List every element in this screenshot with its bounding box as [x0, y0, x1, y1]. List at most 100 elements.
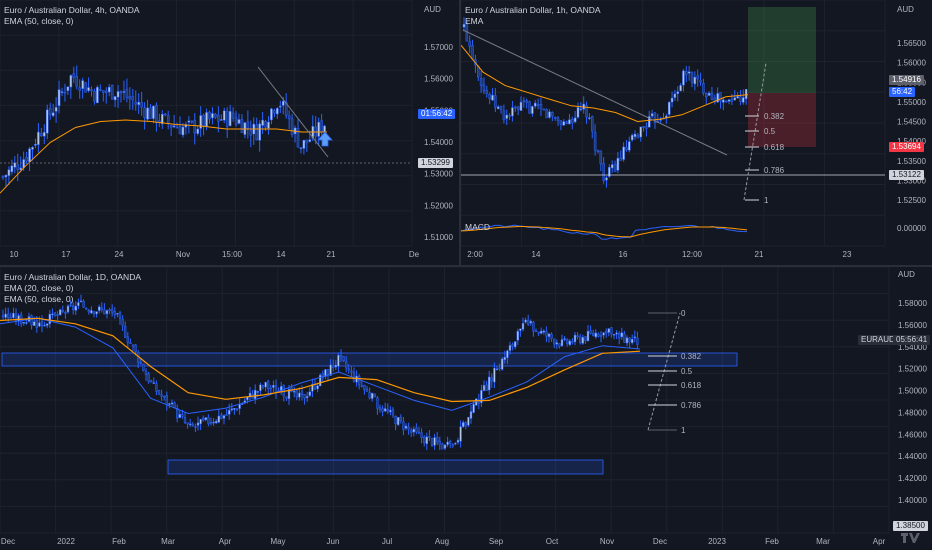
- candle-body: [128, 96, 132, 100]
- time-tick-label: 14: [277, 250, 286, 259]
- candle-body: [320, 120, 323, 133]
- candle-body: [591, 116, 594, 132]
- candle-body: [602, 163, 605, 181]
- price-tick-label: 1.50000: [898, 387, 927, 396]
- symbol-badge: EURAUD: [858, 335, 898, 345]
- chart-title: Euro / Australian Dollar, 1h, OANDA: [465, 5, 601, 15]
- pane-divider-vertical[interactable]: [459, 0, 461, 265]
- candle-body: [417, 431, 421, 434]
- ema50-line: [0, 119, 327, 194]
- candle-body: [90, 89, 93, 91]
- candle-body: [639, 126, 642, 138]
- candle-body: [339, 355, 343, 358]
- level-badge: 1.38500: [893, 521, 928, 531]
- chart-canvas-1h[interactable]: AUD1.565001.560001.555001.550001.545001.…: [461, 0, 932, 265]
- candle-body: [249, 130, 253, 136]
- candle-body: [100, 307, 103, 310]
- candle-body: [724, 100, 728, 103]
- candle-body: [430, 438, 434, 446]
- candle-body: [92, 311, 96, 315]
- pane-divider-horizontal[interactable]: [0, 265, 932, 267]
- candle-body: [152, 382, 155, 384]
- candle-body: [90, 310, 93, 314]
- candle-body: [126, 336, 129, 343]
- candle-body: [589, 330, 592, 334]
- fib-level-label: 0.786: [681, 401, 702, 410]
- chart-pane-1h[interactable]: AUD1.565001.560001.555001.550001.545001.…: [461, 0, 932, 265]
- candle-body: [196, 422, 200, 426]
- candle-body: [687, 71, 691, 74]
- candle-body: [25, 322, 28, 324]
- candle-body: [464, 422, 467, 426]
- ema50-line: [0, 317, 641, 403]
- candle-body: [303, 394, 306, 399]
- legend-1d: Euro / Australian Dollar, 1D, OANDA EMA …: [4, 272, 141, 305]
- candle-body: [628, 337, 631, 343]
- candle-body: [532, 321, 535, 332]
- candle-body: [79, 300, 83, 303]
- candle-body: [491, 94, 494, 101]
- candle-body: [233, 408, 236, 410]
- candle-body: [438, 440, 441, 445]
- chart-canvas-4h[interactable]: AUD1.570001.560001.550001.540001.530001.…: [0, 0, 459, 265]
- time-tick-label: Dec: [653, 537, 667, 546]
- candle-body: [273, 110, 276, 114]
- candle-body: [295, 390, 298, 398]
- time-tick-label: 2022: [57, 537, 75, 546]
- candle-body: [222, 415, 226, 419]
- candle-body: [542, 108, 546, 111]
- candle-body: [498, 367, 501, 369]
- chart-pane-1d[interactable]: AUD 1.58000 1.56000 1.54000 1.52000 1.50000 1.…: [0, 267, 932, 550]
- time-tick-label: Jul: [382, 537, 392, 546]
- time-tick-label: 21: [327, 250, 336, 259]
- chart-title: Euro / Australian Dollar, 1D, OANDA: [4, 272, 142, 282]
- candle-body: [607, 328, 610, 333]
- candle-body: [105, 310, 109, 315]
- candle-body: [296, 127, 300, 148]
- candle-body: [602, 332, 605, 336]
- candle-body: [84, 82, 87, 93]
- candle-body: [528, 101, 531, 114]
- candle-body: [163, 113, 167, 116]
- candle-body: [468, 41, 471, 47]
- candle-body: [85, 308, 88, 310]
- candle-body: [290, 118, 294, 135]
- legend-4h: Euro / Australian Dollar, 4h, OANDA EMA …: [4, 5, 140, 27]
- candle-body: [516, 106, 520, 110]
- chart-canvas-1d[interactable]: AUD 1.58000 1.56000 1.54000 1.52000 1.50000 1.…: [0, 267, 932, 550]
- candle-body: [225, 111, 229, 127]
- price-tick-label: 1.53000: [424, 170, 453, 179]
- candle-body: [622, 146, 625, 160]
- candle-body: [625, 337, 629, 344]
- candle-body: [623, 333, 626, 343]
- level-badge: 1.53299: [418, 158, 453, 168]
- candle-body: [625, 147, 628, 151]
- candle-body: [690, 72, 694, 83]
- candle-body: [178, 126, 182, 135]
- candle-body: [345, 361, 348, 369]
- candle-body: [576, 107, 580, 118]
- candle-body: [116, 313, 119, 315]
- candle-body: [560, 339, 564, 347]
- candle-body: [281, 101, 285, 106]
- time-tick-label: 21: [755, 250, 764, 259]
- candle-body: [404, 425, 408, 429]
- candle-body: [593, 131, 597, 151]
- price-badge: 1.54916: [889, 75, 924, 85]
- candle-body: [187, 120, 191, 123]
- candle-body: [599, 150, 603, 165]
- price-tick-label: 1.51000: [424, 233, 453, 242]
- candle-body: [722, 99, 725, 103]
- candle-body: [111, 309, 114, 313]
- candle-body: [140, 102, 143, 108]
- candle-body: [562, 121, 565, 126]
- candle-body: [48, 313, 51, 324]
- candle-body: [87, 309, 90, 313]
- candle-body: [636, 134, 640, 139]
- price-tick-label: 1.54000: [898, 343, 927, 352]
- time-tick-label: 10: [10, 250, 19, 259]
- candle-body: [693, 76, 697, 85]
- price-tick-label: 1.56000: [897, 59, 926, 68]
- chart-pane-4h[interactable]: AUD1.570001.560001.550001.540001.530001.…: [0, 0, 459, 265]
- candle-body: [407, 426, 410, 430]
